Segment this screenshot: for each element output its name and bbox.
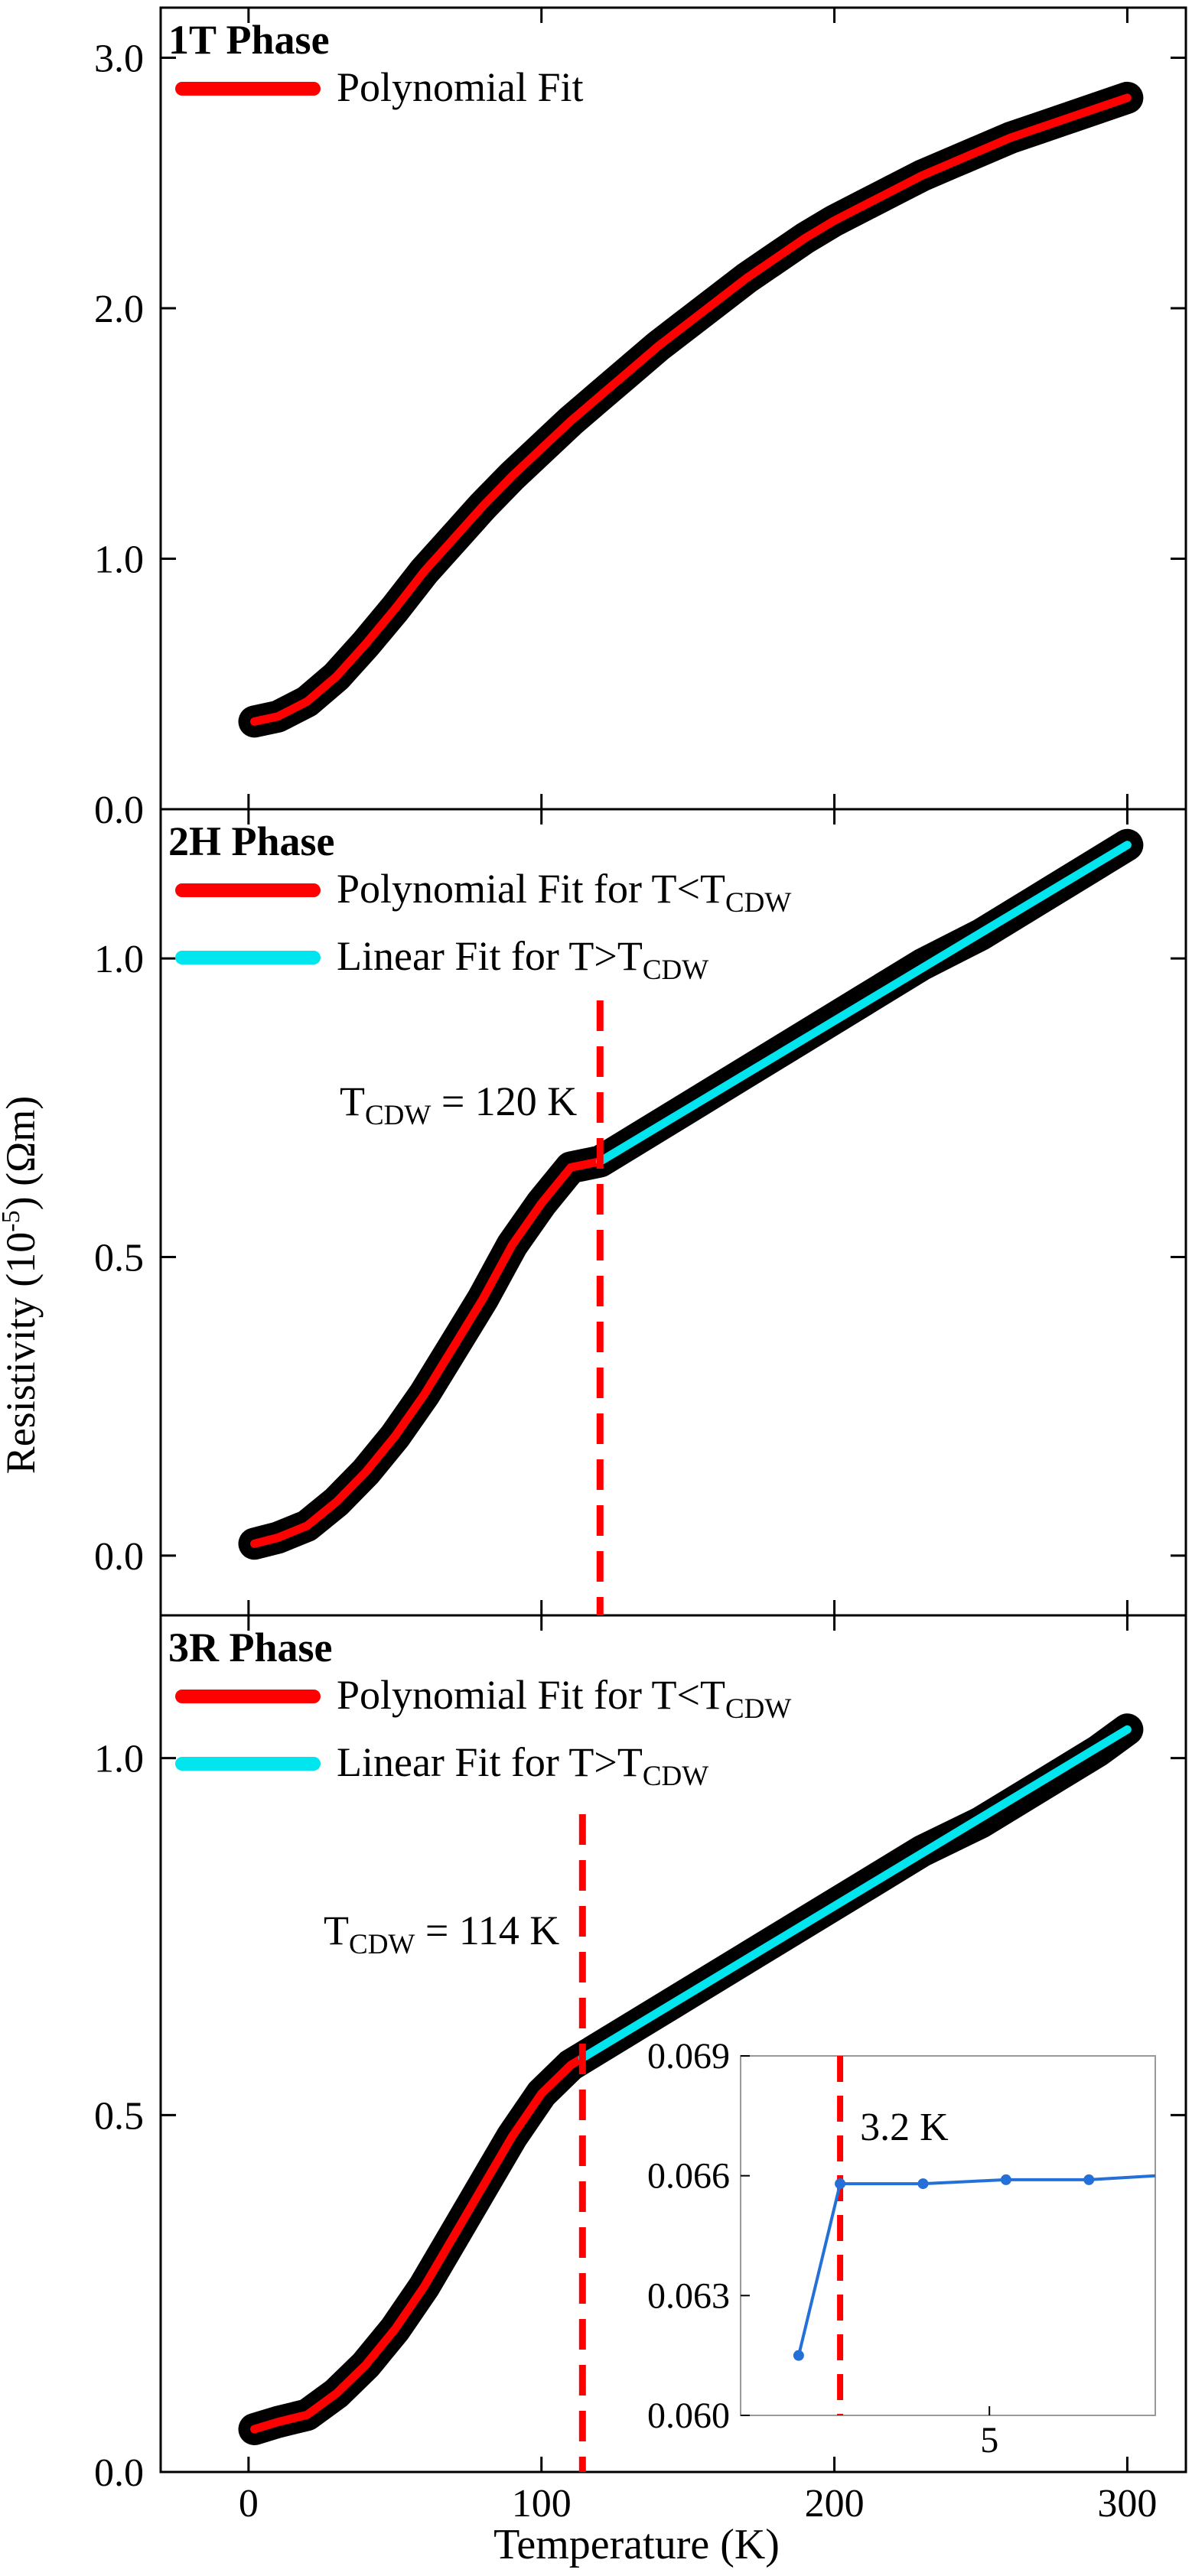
y-axis-label: Resistivity (10-5) (Ωm) [0, 1096, 44, 1474]
legend-label: Polynomial Fit for T<TCDW [337, 1672, 791, 1725]
y-tick-label: 1.0 [94, 1738, 144, 1781]
legend-label-main: Polynomial Fit [337, 64, 584, 110]
y-axis-label-main: Resistivity (10 [0, 1232, 44, 1475]
inset-y-tick-label: 0.066 [647, 2156, 730, 2197]
x-tick-label: 100 [512, 2482, 572, 2526]
panel-title: 3R Phase [168, 1625, 333, 1670]
x-tick-label: 300 [1097, 2482, 1157, 2526]
panel-frames [159, 6, 1187, 2474]
tcdw-annotation-sub: CDW [349, 1929, 415, 1960]
fit-line-2-1 [250, 1157, 604, 1548]
x-tick-label: 0 [239, 2482, 259, 2526]
y-tick-label: 0.0 [94, 2451, 144, 2495]
legend-label-sub: CDW [725, 1693, 791, 1725]
y-axis-label-sup: -5 [0, 1210, 25, 1231]
series-layer [238, 81, 1144, 2445]
y-tick-label: 0.5 [94, 2094, 144, 2138]
legend-label: Polynomial Fit for T<TCDW [337, 866, 791, 919]
fit-line-3-2 [578, 1725, 1132, 2063]
panel-title: 1T Phase [168, 17, 330, 63]
inset-x-tick-label: 5 [980, 2420, 998, 2461]
fit-line-1-1 [250, 93, 1132, 726]
inset-y-tick-label: 0.069 [647, 2036, 730, 2077]
legend-label: Linear Fit for T>TCDW [337, 933, 708, 986]
legend-label-sub: CDW [725, 887, 791, 919]
tcdw-annotation-main: T [340, 1078, 365, 1124]
inset-point [1000, 2174, 1011, 2185]
tcdw-annotation-tail: = 114 K [415, 1908, 559, 1953]
y-tick-label: 1.0 [94, 938, 144, 981]
panel-frame-3 [159, 1614, 1187, 2474]
legend-label-sub: CDW [643, 955, 708, 986]
y-tick-label: 2.0 [94, 288, 144, 331]
legend-label: Polynomial Fit [337, 64, 584, 110]
axes-layer: 0.0 1.0 2.0 3.0 0.0 0.5 1.0 0.0 0.5 1.0 0 100 200 300 [94, 8, 1186, 2526]
inset-y-tick-label: 0.063 [647, 2275, 730, 2316]
inset-layer: 0.060 0.063 0.066 0.069 5 3.2 K [647, 2036, 1156, 2461]
panel-frame-2 [159, 808, 1187, 1617]
legend-label: Linear Fit for T>TCDW [337, 1739, 708, 1792]
legend-label-main: Polynomial Fit for T<T [337, 866, 725, 912]
fit-line-3-1 [250, 2054, 587, 2434]
tcdw-annotation-sub: CDW [365, 1100, 431, 1131]
tcdw-annotation-main: T [324, 1908, 349, 1953]
legend-label-main: Polynomial Fit for T<T [337, 1672, 725, 1718]
tcdw-annotation-tail: = 120 K [431, 1078, 577, 1124]
y-tick-label: 0.5 [94, 1237, 144, 1280]
y-axis-label-tail: ) (Ωm) [0, 1096, 44, 1211]
inset-point [793, 2350, 804, 2361]
legend-label-main: Linear Fit for T>T [337, 1739, 643, 1785]
y-tick-label: 3.0 [94, 37, 144, 81]
y-tick-label: 1.0 [94, 538, 144, 582]
inset-frame [740, 2055, 1156, 2416]
inset-annotation: 3.2 K [860, 2106, 949, 2149]
tcdw-annotation: TCDW = 114 K [324, 1908, 559, 1960]
legend-label-main: Linear Fit for T>T [337, 933, 643, 979]
x-tick-label: 200 [805, 2482, 865, 2526]
data-curve-1 [238, 81, 1144, 738]
legend-label-sub: CDW [643, 1761, 708, 1792]
y-tick-label: 0.0 [94, 1535, 144, 1579]
x-axis-label: Temperature (K) [493, 2521, 780, 2568]
panel-title: 2H Phase [168, 818, 335, 864]
y-tick-label: 0.0 [94, 789, 144, 832]
inset-y-tick-label: 0.060 [647, 2395, 730, 2436]
inset-point [835, 2178, 846, 2190]
fit-line-2-2 [595, 841, 1132, 1166]
tcdw-annotation: TCDW = 120 K [340, 1078, 577, 1131]
inset-point [917, 2178, 929, 2190]
inset-line [796, 2174, 1156, 2356]
inset-point [1083, 2174, 1095, 2185]
